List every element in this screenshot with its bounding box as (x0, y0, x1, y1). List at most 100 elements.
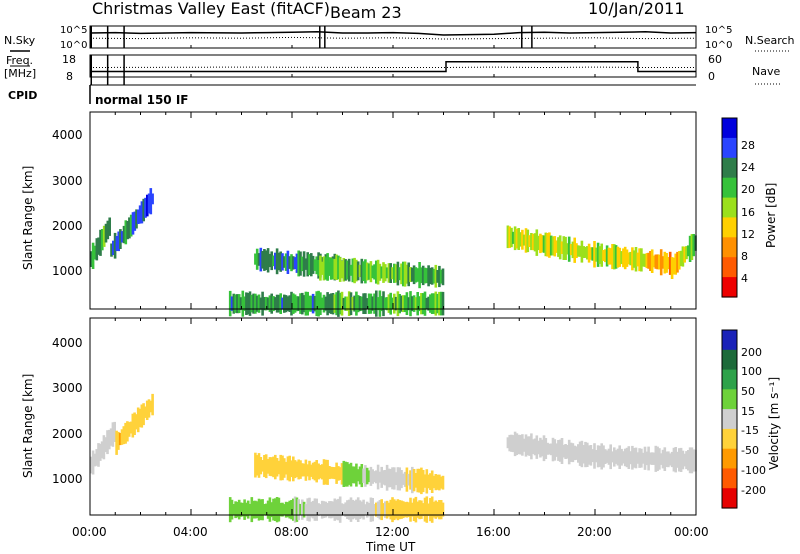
velocity-cell-192 (322, 501, 326, 518)
power-cell-43 (268, 253, 272, 268)
velocity-cell-158 (261, 499, 264, 521)
velocity-cell-16 (118, 432, 122, 446)
velocity-cell-216 (365, 501, 369, 518)
nsky-label: N.Sky (4, 34, 36, 47)
velocity-cell-32 (147, 399, 151, 418)
power-cell-135 (409, 267, 412, 282)
velocity-cell-302 (584, 441, 587, 468)
velocity-cell-107 (384, 470, 387, 486)
power-cell-211 (331, 293, 335, 315)
power-cell-283 (524, 228, 528, 253)
power-ytick-3000: 3000 (52, 174, 83, 188)
power-cell-29 (142, 198, 145, 222)
power-cell-310 (573, 237, 576, 263)
velocity-cell-178 (297, 499, 300, 521)
velocity-cell-209 (353, 500, 356, 519)
power-cell-326 (602, 250, 605, 261)
velocity-cell-313 (604, 449, 607, 464)
velocity-cell-324 (623, 448, 627, 467)
power-cell-36 (255, 248, 259, 270)
power-cell-337 (622, 248, 625, 268)
freq-label: Freq. (6, 54, 33, 67)
velocity-cell-210 (355, 499, 358, 520)
power-cell-286 (530, 233, 533, 251)
velocity-colorbar-frame (721, 329, 738, 509)
velocity-cell-227 (385, 500, 389, 519)
velocity-cell-175 (292, 498, 295, 521)
velocity-cell-211 (356, 497, 360, 522)
power-cell-267 (432, 293, 436, 314)
velocity-cell-149 (245, 502, 248, 517)
velocity-cell-317 (611, 451, 614, 463)
power-cell-130 (400, 263, 403, 285)
power-cell-223 (353, 295, 356, 312)
power-cell-102 (349, 264, 353, 276)
power-cell-108 (360, 258, 364, 284)
power-cell-98 (342, 258, 346, 282)
power-cell-284 (526, 229, 530, 253)
power-cell-68 (313, 259, 317, 271)
power-cell-256 (412, 295, 416, 312)
power-cell-229 (364, 293, 367, 314)
velocity-cell-341 (654, 445, 658, 472)
velocity-cell-157 (259, 499, 263, 520)
power-cell-167 (252, 293, 255, 314)
power-cell-54 (288, 256, 291, 269)
velocity-cell-11 (109, 428, 113, 446)
power-cell-144 (425, 268, 429, 284)
power-cell-243 (389, 292, 392, 315)
power-cell-373 (687, 245, 690, 257)
velocity-cell-344 (659, 453, 663, 465)
velocity-cell-303 (586, 442, 589, 467)
power-cell-324 (598, 246, 602, 264)
power-cell-50 (281, 253, 284, 271)
velocity-cell-197 (331, 501, 335, 518)
velocity-cell-38 (259, 457, 263, 475)
cpid-strip: CPID normal 150 IF (8, 84, 696, 107)
power-panel: Slant Range [km] 4000 3000 2000 1000 (21, 111, 697, 317)
power-cell-212 (333, 294, 337, 313)
velocity-cell-9 (106, 430, 109, 455)
velocity-cell-85 (344, 461, 347, 487)
x-tick-0400: 04:00 (173, 525, 208, 539)
power-cell-156 (232, 293, 236, 314)
power-cell-105 (355, 259, 358, 282)
velocity-cell-296 (573, 445, 576, 461)
velocity-cell-76 (328, 466, 331, 480)
velocity-cell-169 (281, 502, 284, 517)
power-cell-214 (337, 290, 340, 317)
velocity-cell-226 (384, 501, 387, 518)
power-cell-0 (90, 251, 93, 267)
power-cell-34 (151, 193, 154, 205)
power-cell-168 (254, 293, 257, 314)
velocity-cell-307 (593, 443, 596, 469)
power-cell-269 (436, 293, 439, 314)
power-cell-321 (593, 241, 596, 268)
power-cell-10 (108, 217, 111, 236)
power-cell-202 (315, 291, 318, 317)
power-cell-20 (126, 221, 129, 240)
freq-tick-top: 18 (62, 53, 76, 66)
velocity-cell-5 (99, 443, 102, 461)
power-cell-85 (319, 255, 322, 281)
power-cell-185 (284, 295, 288, 313)
power-cell-210 (329, 293, 333, 314)
velocity-cell-286 (555, 443, 558, 457)
power-cell-209 (328, 294, 331, 314)
freq-panel: Freq. [MHz] 18 8 60 0 Nave (4, 53, 780, 85)
velocity-cell-145 (237, 499, 241, 520)
velocity-cell-299 (578, 441, 582, 466)
power-cell-274 (508, 226, 511, 248)
power-cell-368 (678, 251, 681, 270)
power-cell-369 (679, 250, 683, 267)
velocity-cell-208 (351, 499, 355, 520)
power-cell-338 (623, 246, 627, 270)
velocity-cell-297 (575, 446, 578, 460)
velocity-cell-215 (364, 504, 367, 515)
x-axis: 00:00 04:00 08:00 12:00 16:00 20:00 00:0… (72, 525, 709, 554)
velocity-cell-161 (266, 500, 270, 519)
velocity-cell-48 (277, 460, 281, 475)
power-cell-1 (91, 242, 95, 269)
power-cell-60 (299, 251, 302, 276)
power-cell-281 (521, 229, 524, 250)
